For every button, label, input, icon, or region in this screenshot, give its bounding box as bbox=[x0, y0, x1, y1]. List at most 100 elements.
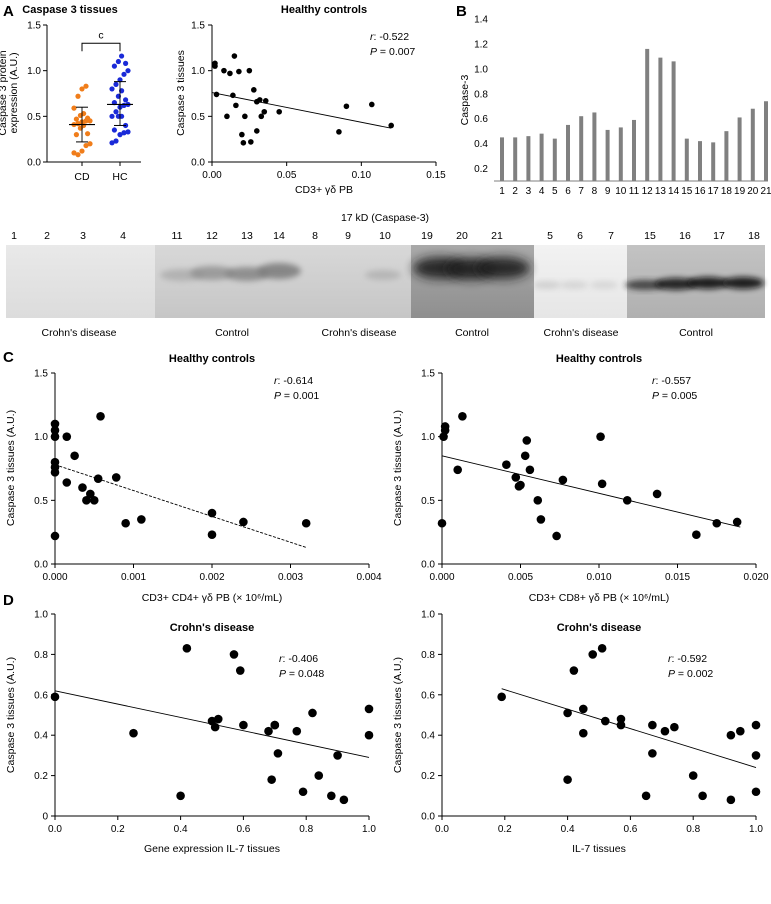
chart-c-left: 0.0 0.5 1.0 1.5 0.000 0.001 0.002 0.003 0.004 Hea… bbox=[5, 353, 382, 604]
lane-label: 13 bbox=[241, 230, 253, 242]
data-point bbox=[123, 60, 129, 66]
data-point bbox=[256, 97, 263, 103]
data-point bbox=[213, 91, 220, 98]
data-point bbox=[333, 751, 342, 760]
western-blot: 17 kD (Caspase-3) 1 bbox=[6, 212, 765, 339]
x-tick-label: 1.0 bbox=[362, 824, 376, 835]
data-point bbox=[109, 113, 115, 119]
y-tick-label: 0.0 bbox=[421, 812, 435, 823]
y-tick-label: 0.4 bbox=[421, 731, 435, 742]
bar bbox=[724, 131, 729, 181]
data-point bbox=[525, 465, 535, 475]
data-point bbox=[85, 131, 91, 137]
band-lane-5 bbox=[533, 281, 561, 289]
bar bbox=[737, 117, 742, 181]
data-point bbox=[641, 791, 651, 801]
x-tick-label: 0.2 bbox=[111, 824, 125, 835]
data-point bbox=[87, 141, 93, 147]
chart-title: Healthy controls bbox=[281, 4, 367, 16]
chart-title: Crohn's disease bbox=[170, 622, 255, 634]
data-point bbox=[712, 518, 722, 528]
x-tick-label: 5 bbox=[552, 186, 558, 197]
data-point bbox=[182, 644, 192, 653]
data-point bbox=[533, 496, 543, 505]
x-tick-label: 0.10 bbox=[352, 170, 372, 181]
p-symbol: P bbox=[652, 390, 659, 402]
y-axis-label: Caspase 3 protein bbox=[0, 50, 9, 135]
y-tick-label: 1.5 bbox=[34, 369, 48, 380]
x-tick-label: 10 bbox=[615, 186, 627, 197]
data-point bbox=[227, 70, 233, 77]
bar bbox=[764, 101, 768, 181]
bar bbox=[711, 142, 716, 181]
x-axis-label: CD3+ γδ PB bbox=[295, 184, 353, 196]
y-axis-label: Caspase-3 bbox=[459, 74, 471, 125]
p-value: = 0.002 bbox=[675, 668, 713, 680]
r-statistic: r: -0.592 bbox=[668, 653, 707, 665]
y-tick-label: 0 bbox=[42, 812, 48, 823]
data-point bbox=[563, 775, 572, 784]
regression-line bbox=[54, 464, 307, 548]
x-tick-label: 19 bbox=[734, 186, 746, 197]
gel-segment-4 bbox=[411, 245, 534, 318]
y-tick-label: 0.2 bbox=[421, 771, 435, 782]
p-statistic: P = 0.001 bbox=[274, 390, 319, 402]
p-value: = 0.001 bbox=[281, 390, 319, 402]
bar bbox=[698, 141, 702, 181]
lane-label: 8 bbox=[312, 230, 318, 242]
data-point bbox=[113, 109, 119, 115]
band-lane-16 bbox=[655, 278, 697, 290]
band-lane-15 bbox=[625, 280, 665, 290]
data-point bbox=[71, 105, 77, 111]
p-value: = 0.048 bbox=[286, 668, 324, 680]
x-tick-label: 2 bbox=[512, 186, 518, 197]
r-symbol: r bbox=[274, 375, 278, 387]
x-tick-label: 0.4 bbox=[174, 824, 188, 835]
r-symbol: r bbox=[668, 653, 672, 665]
data-point bbox=[239, 517, 248, 527]
group-labels: Crohn's disease Control Crohn's disease … bbox=[42, 327, 713, 339]
x-tick-label: 8 bbox=[592, 186, 598, 197]
x-tick-label: 6 bbox=[565, 186, 571, 197]
bar bbox=[566, 124, 570, 181]
x-tick-label: 16 bbox=[694, 186, 706, 197]
data-point bbox=[364, 730, 374, 740]
data-point bbox=[732, 517, 742, 527]
data-point bbox=[221, 67, 227, 74]
band-lane-7 bbox=[590, 281, 618, 289]
group-label: Control bbox=[215, 327, 249, 339]
chart-title: Crohn's disease bbox=[557, 622, 642, 634]
data-point bbox=[437, 518, 447, 528]
data-point bbox=[70, 451, 79, 461]
data-point bbox=[79, 148, 85, 154]
x-axis-label: Gene expression IL-7 tissues bbox=[144, 843, 280, 855]
data-point bbox=[736, 726, 745, 736]
data-point bbox=[558, 475, 568, 485]
x-tick-label: 0.2 bbox=[498, 824, 512, 835]
data-point bbox=[522, 436, 532, 445]
y-tick-label: 1.0 bbox=[474, 64, 488, 75]
group-label: Crohn's disease bbox=[42, 327, 117, 339]
chart-title: Healthy controls bbox=[169, 353, 255, 365]
x-tick-label: 0.15 bbox=[426, 170, 446, 181]
band-lane-10 bbox=[365, 270, 401, 280]
data-point bbox=[129, 728, 138, 738]
x-tick-label: 15 bbox=[681, 186, 693, 197]
blot-header: 17 kD (Caspase-3) bbox=[341, 212, 429, 224]
bar bbox=[500, 137, 504, 181]
lane-label: 12 bbox=[206, 230, 218, 242]
data-point bbox=[276, 108, 283, 115]
chart-d-right: 0.0 0.2 0.4 0.6 0.8 1.0 0.0 0.2 0.4 0.6 0.8 1.0 Croh… bbox=[392, 610, 763, 856]
y-tick-label: 0.6 bbox=[421, 690, 435, 701]
data-point bbox=[251, 87, 257, 93]
data-point bbox=[93, 474, 103, 483]
r-statistic: r: -0.557 bbox=[652, 375, 691, 387]
regression-line bbox=[441, 455, 741, 528]
data-point bbox=[176, 791, 185, 801]
data-point bbox=[73, 116, 79, 122]
x-tick-label: 0.010 bbox=[586, 572, 611, 583]
r-symbol: r bbox=[279, 653, 283, 665]
data-point bbox=[224, 113, 230, 120]
data-point bbox=[497, 692, 506, 702]
bar bbox=[684, 138, 689, 181]
